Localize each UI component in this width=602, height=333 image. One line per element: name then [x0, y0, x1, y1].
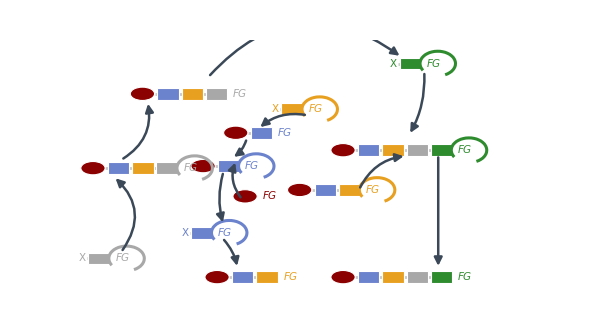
FancyBboxPatch shape — [406, 144, 428, 156]
Text: FG: FG — [309, 104, 323, 114]
FancyArrowPatch shape — [224, 240, 238, 263]
Text: FG: FG — [233, 89, 247, 99]
Circle shape — [331, 270, 355, 284]
FancyArrowPatch shape — [123, 107, 153, 159]
Circle shape — [81, 162, 105, 175]
FancyBboxPatch shape — [382, 144, 404, 156]
Text: X: X — [272, 104, 279, 114]
FancyBboxPatch shape — [315, 184, 336, 196]
Circle shape — [223, 126, 248, 140]
Text: FG: FG — [366, 185, 380, 195]
FancyArrowPatch shape — [360, 154, 401, 187]
FancyArrowPatch shape — [236, 141, 246, 155]
FancyBboxPatch shape — [182, 88, 203, 100]
FancyBboxPatch shape — [132, 162, 154, 174]
Text: FG: FG — [218, 228, 232, 238]
Text: FG: FG — [458, 145, 472, 155]
Text: X: X — [390, 59, 397, 69]
Text: X: X — [79, 253, 86, 263]
FancyBboxPatch shape — [108, 162, 129, 174]
FancyBboxPatch shape — [88, 252, 110, 264]
FancyBboxPatch shape — [431, 144, 452, 156]
FancyArrowPatch shape — [117, 180, 135, 250]
FancyBboxPatch shape — [206, 88, 228, 100]
Circle shape — [288, 183, 312, 196]
Circle shape — [130, 87, 155, 101]
FancyBboxPatch shape — [218, 160, 240, 172]
Text: FG: FG — [116, 253, 129, 263]
Text: FG: FG — [284, 272, 297, 282]
FancyBboxPatch shape — [256, 271, 278, 283]
Circle shape — [331, 144, 355, 157]
FancyBboxPatch shape — [157, 88, 179, 100]
FancyBboxPatch shape — [382, 271, 404, 283]
FancyBboxPatch shape — [358, 144, 379, 156]
FancyArrowPatch shape — [435, 158, 441, 263]
Text: X: X — [181, 228, 188, 238]
Text: FG: FG — [263, 191, 277, 201]
FancyArrowPatch shape — [262, 114, 305, 125]
FancyArrowPatch shape — [210, 23, 397, 75]
Text: FG: FG — [278, 128, 292, 138]
FancyArrowPatch shape — [229, 165, 241, 197]
FancyBboxPatch shape — [406, 271, 428, 283]
Text: FG: FG — [458, 272, 472, 282]
Circle shape — [191, 160, 216, 173]
FancyArrowPatch shape — [412, 74, 424, 131]
FancyArrowPatch shape — [217, 174, 223, 220]
Circle shape — [205, 270, 229, 284]
FancyBboxPatch shape — [358, 271, 379, 283]
FancyBboxPatch shape — [431, 271, 452, 283]
Text: FG: FG — [184, 163, 197, 173]
FancyBboxPatch shape — [282, 103, 303, 115]
FancyBboxPatch shape — [232, 271, 253, 283]
Text: FG: FG — [427, 59, 441, 69]
FancyBboxPatch shape — [400, 58, 421, 70]
Circle shape — [233, 190, 257, 203]
FancyBboxPatch shape — [157, 162, 178, 174]
Text: FG: FG — [245, 161, 259, 171]
FancyBboxPatch shape — [339, 184, 361, 196]
FancyBboxPatch shape — [191, 227, 213, 239]
FancyBboxPatch shape — [250, 127, 272, 139]
